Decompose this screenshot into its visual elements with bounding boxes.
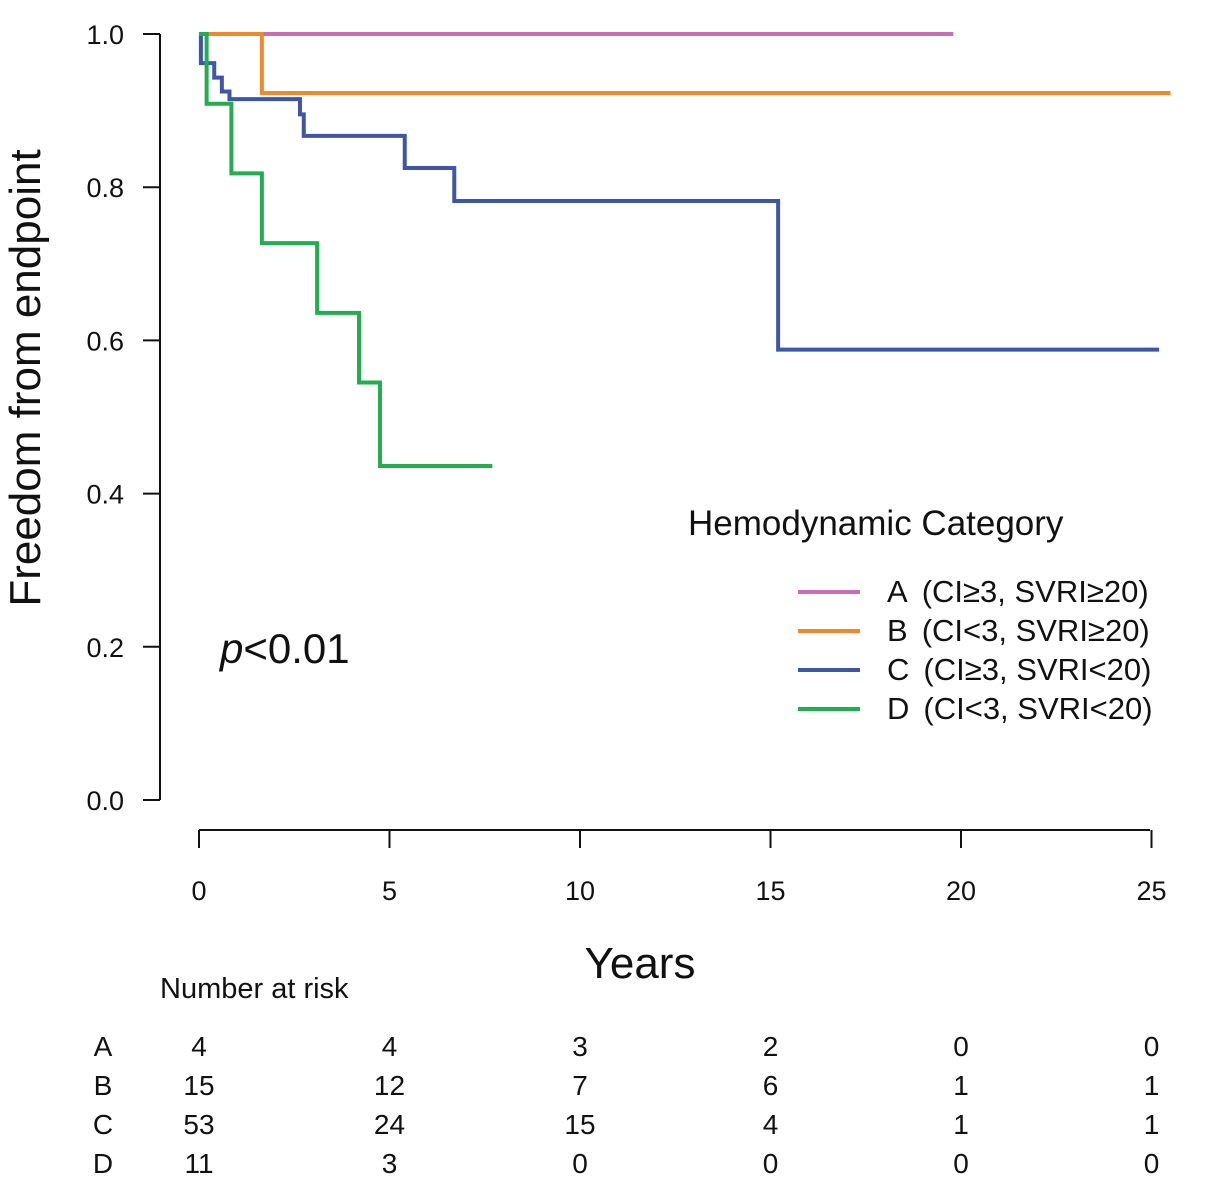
legend-label-b: B (CI<3, SVRI≥20) xyxy=(887,613,1150,648)
risk-cell: 24 xyxy=(374,1109,405,1140)
legend-group-name: D xyxy=(887,691,909,726)
risk-cell: 1 xyxy=(1144,1070,1160,1101)
legend-label-a: A (CI≥3, SVRI≥20) xyxy=(887,574,1149,609)
risk-cell: 6 xyxy=(763,1070,779,1101)
risk-cell: 12 xyxy=(374,1070,405,1101)
risk-cell: 0 xyxy=(1144,1148,1160,1177)
legend-label-c: C (CI≥3, SVRI<20) xyxy=(887,652,1151,687)
risk-cell: 4 xyxy=(191,1031,207,1062)
y-tick-label: 0.6 xyxy=(86,326,124,356)
series-line-d xyxy=(199,32,493,469)
risk-cell: 15 xyxy=(183,1070,214,1101)
x-tick-label: 15 xyxy=(755,876,785,906)
risk-cell: 7 xyxy=(572,1070,588,1101)
series-line-b xyxy=(199,32,1171,95)
x-axis-title: Years xyxy=(585,939,696,988)
risk-row-group-label: D xyxy=(93,1148,113,1177)
risk-cell: 4 xyxy=(763,1109,779,1140)
legend-group-name: B xyxy=(887,613,908,648)
p-value-rest: <0.01 xyxy=(243,625,349,672)
series-line-c xyxy=(198,32,1160,352)
legend-group-detail: (CI<3, SVRI≥20) xyxy=(922,613,1150,648)
risk-table: Number at risk A 4 4 3 2 0 0B 15 12 7 6 1 1C 53 24 15 4 1… xyxy=(93,973,1159,1177)
x-tick-label: 25 xyxy=(1136,876,1166,906)
x-tick-label: 20 xyxy=(946,876,976,906)
risk-row-group-label: B xyxy=(94,1070,113,1101)
legend-group-detail: (CI≥3, SVRI≥20) xyxy=(922,574,1149,609)
y-tick-label: 0.2 xyxy=(86,633,124,663)
risk-cell: 53 xyxy=(183,1109,214,1140)
risk-cell: 0 xyxy=(572,1148,588,1177)
y-tick-label: 1.0 xyxy=(86,20,124,50)
y-ticks: 0.0 0.2 0.4 0.6 0.8 1.0 xyxy=(86,20,160,816)
risk-cell: 0 xyxy=(953,1031,969,1062)
legend-group-detail: (CI≥3, SVRI<20) xyxy=(923,652,1151,687)
risk-table-title: Number at risk xyxy=(160,973,349,1005)
risk-cell: 1 xyxy=(1144,1109,1160,1140)
y-axis-title: Freedom from endpoint xyxy=(1,149,50,606)
risk-cell: 1 xyxy=(953,1070,969,1101)
risk-cell: 1 xyxy=(953,1109,969,1140)
risk-cell: 2 xyxy=(763,1031,779,1062)
p-value-annotation: p<0.01 xyxy=(218,625,350,672)
risk-cell: 3 xyxy=(382,1148,398,1177)
risk-cell: 0 xyxy=(1144,1031,1160,1062)
axes xyxy=(159,34,1150,831)
y-tick-label: 0.8 xyxy=(86,173,124,203)
legend-group-name: A xyxy=(887,574,908,609)
x-tick-label: 10 xyxy=(565,876,595,906)
risk-cell: 15 xyxy=(564,1109,595,1140)
x-tick-label: 0 xyxy=(191,876,206,906)
legend: Hemodynamic Category A (CI≥3, SVRI≥20) B (C… xyxy=(688,504,1153,726)
risk-row-group-label: C xyxy=(93,1109,113,1140)
x-ticks: 0 5 10 15 20 25 xyxy=(191,830,1167,906)
x-tick-label: 5 xyxy=(382,876,397,906)
p-value-italic: p xyxy=(218,625,243,672)
legend-group-name: C xyxy=(887,652,909,687)
risk-cell: 0 xyxy=(953,1148,969,1177)
risk-row-group-label: A xyxy=(94,1031,113,1062)
series-lines xyxy=(198,32,1171,469)
y-tick-label: 0.0 xyxy=(86,786,124,816)
legend-group-detail: (CI<3, SVRI<20) xyxy=(923,691,1152,726)
legend-label-d: D (CI<3, SVRI<20) xyxy=(887,691,1153,726)
risk-cell: 4 xyxy=(382,1031,398,1062)
legend-title: Hemodynamic Category xyxy=(688,504,1064,543)
risk-cell: 11 xyxy=(184,1148,213,1177)
risk-cell: 0 xyxy=(763,1148,779,1177)
y-tick-label: 0.4 xyxy=(86,480,124,510)
risk-cell: 3 xyxy=(572,1031,588,1062)
